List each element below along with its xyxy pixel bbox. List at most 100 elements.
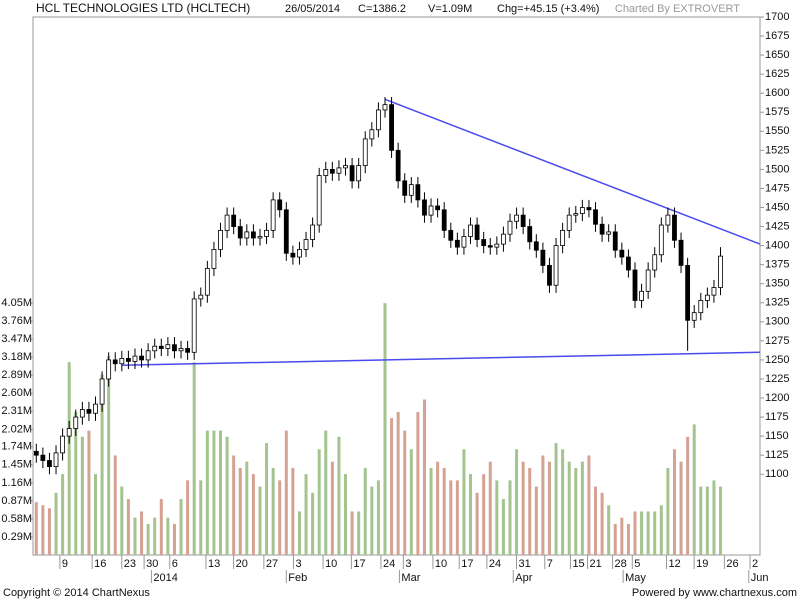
volume-bar bbox=[113, 455, 117, 555]
x-tick-label: 16 bbox=[94, 558, 106, 570]
candle-body bbox=[99, 378, 105, 405]
volume-bar bbox=[41, 505, 45, 555]
volume-bar bbox=[297, 511, 301, 555]
candle-body bbox=[441, 209, 447, 231]
volume-bar bbox=[317, 449, 321, 555]
volume-bar bbox=[488, 461, 492, 555]
candle-body bbox=[422, 199, 427, 216]
y2-tick-label: 2.60M bbox=[1, 387, 32, 399]
candle-body bbox=[593, 209, 598, 225]
candle-body bbox=[125, 357, 131, 362]
month-label: Jun bbox=[751, 572, 769, 584]
y-tick-label: 1450 bbox=[765, 201, 789, 213]
volume-bar bbox=[179, 499, 183, 555]
volume-bar bbox=[449, 480, 453, 555]
volume-bar bbox=[245, 461, 249, 555]
volume-bar bbox=[271, 467, 275, 555]
candle-body bbox=[198, 294, 204, 300]
volume-bar bbox=[67, 362, 71, 555]
candle-body bbox=[540, 249, 546, 266]
y-tick-label: 1325 bbox=[765, 297, 789, 309]
volume-bar bbox=[225, 436, 229, 555]
candle-body bbox=[119, 357, 125, 365]
candle-body bbox=[336, 167, 342, 174]
candle-body bbox=[204, 268, 210, 296]
candle-body bbox=[60, 435, 66, 454]
candle-body bbox=[172, 344, 177, 352]
volume-bar bbox=[416, 411, 420, 555]
volume-bar bbox=[547, 461, 551, 555]
x-tick-label: 23 bbox=[124, 558, 136, 570]
x-tick-label: 24 bbox=[383, 558, 395, 570]
candle-body bbox=[139, 355, 144, 361]
volume-bar bbox=[192, 362, 196, 555]
month-label: May bbox=[625, 572, 646, 584]
candle-body bbox=[33, 450, 39, 456]
trend-line bbox=[121, 351, 761, 367]
candle-body bbox=[270, 199, 276, 231]
candle-body bbox=[454, 239, 460, 248]
volume-bar bbox=[422, 399, 426, 555]
candle-body bbox=[237, 226, 243, 239]
y-tick-label: 1300 bbox=[765, 316, 789, 328]
candle-body bbox=[66, 428, 72, 437]
candle-body bbox=[487, 245, 493, 248]
candle-body bbox=[606, 231, 612, 235]
candle-body bbox=[290, 252, 296, 258]
candle-body bbox=[586, 207, 592, 211]
y2-tick-label: 1.45M bbox=[1, 459, 32, 471]
candle-body bbox=[639, 290, 644, 301]
candle-body bbox=[468, 224, 473, 237]
y-tick-label: 1550 bbox=[765, 125, 789, 137]
header-date: 26/05/2014 bbox=[285, 3, 340, 15]
candle-body bbox=[626, 256, 631, 271]
volume-bar bbox=[304, 474, 308, 555]
candle-body bbox=[356, 165, 362, 182]
candle-body bbox=[218, 229, 223, 250]
candle-body bbox=[73, 416, 79, 429]
volume-bar bbox=[508, 480, 512, 555]
volume-bar bbox=[613, 523, 617, 555]
y-tick-label: 1700 bbox=[765, 11, 789, 23]
candle-body bbox=[527, 226, 533, 243]
footer-left: Copyright © 2014 ChartNexus bbox=[3, 587, 150, 599]
y2-tick-label: 2.02M bbox=[1, 423, 32, 435]
volume-bar bbox=[357, 511, 361, 555]
month-label: Mar bbox=[401, 572, 420, 584]
candle-body bbox=[277, 199, 283, 211]
volume-bar bbox=[205, 430, 209, 555]
volume-bar bbox=[442, 467, 446, 555]
y-tick-label: 1100 bbox=[765, 468, 789, 480]
y-tick-label: 1275 bbox=[765, 335, 789, 347]
candle-body bbox=[704, 294, 710, 301]
volume-bar bbox=[712, 480, 716, 555]
volume-bar bbox=[186, 480, 190, 555]
volume-bar bbox=[633, 511, 637, 555]
x-tick-label: 17 bbox=[353, 558, 365, 570]
y-tick-label: 1575 bbox=[765, 106, 789, 118]
month-label: 2014 bbox=[153, 572, 177, 584]
x-tick-label: 31 bbox=[518, 558, 530, 570]
volume-bar bbox=[561, 449, 565, 555]
candle-body bbox=[560, 229, 566, 247]
candle-body bbox=[303, 239, 309, 250]
candle-body bbox=[152, 345, 158, 352]
y-tick-label: 1200 bbox=[765, 392, 789, 404]
volume-bar bbox=[390, 418, 394, 555]
volume-bar bbox=[482, 474, 486, 555]
volume-bar bbox=[659, 505, 663, 555]
candle-body bbox=[658, 224, 664, 256]
candle-body bbox=[178, 348, 184, 352]
candle-body bbox=[264, 229, 269, 237]
volume-bar bbox=[541, 455, 545, 555]
volume-bar bbox=[528, 467, 532, 555]
x-tick-label: 10 bbox=[325, 558, 337, 570]
volume-bar bbox=[383, 303, 387, 555]
candle-body bbox=[165, 344, 171, 349]
volume-bar bbox=[679, 461, 683, 555]
x-tick-label: 28 bbox=[615, 558, 627, 570]
x-tick-label: 3 bbox=[295, 558, 301, 570]
candle-body bbox=[501, 233, 506, 245]
candle-body bbox=[323, 169, 329, 176]
candle-body bbox=[691, 312, 697, 321]
